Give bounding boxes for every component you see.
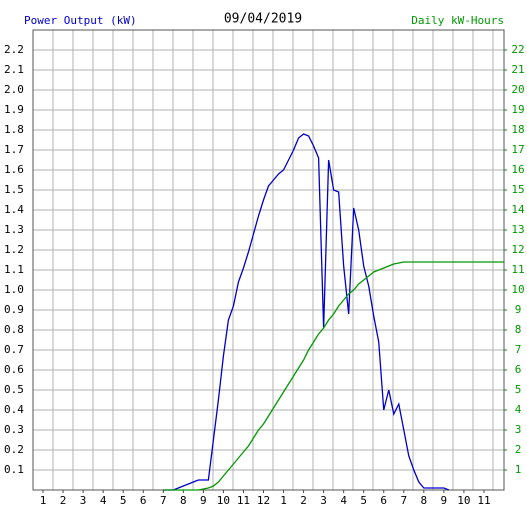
y-tick-label: 0.5: [4, 383, 24, 396]
y-tick-label: 1.9: [4, 103, 24, 116]
x-tick-label: 4: [100, 494, 107, 507]
y-tick-label: 1.6: [4, 163, 24, 176]
y-tick-label: 1.2: [4, 243, 24, 256]
y-tick-label: 0.7: [4, 343, 24, 356]
y-tick-label: 0.6: [4, 363, 24, 376]
y2-tick-label: 1: [515, 463, 522, 476]
x-tick-label: 1: [280, 494, 287, 507]
x-tick-label: 10: [457, 494, 470, 507]
y2-tick-label: 14: [511, 203, 525, 216]
y2-tick-label: 16: [511, 163, 524, 176]
y2-tick-label: 9: [515, 303, 522, 316]
x-tick-label: 9: [200, 494, 207, 507]
y-tick-label: 0.1: [4, 463, 24, 476]
y2-tick-label: 13: [511, 223, 524, 236]
x-tick-label: 12: [257, 494, 270, 507]
y-tick-label: 1.5: [4, 183, 24, 196]
data-line: [163, 133, 450, 491]
y2-tick-label: 8: [515, 323, 522, 336]
y2-tick-label: 11: [511, 263, 524, 276]
y2-tick-label: 22: [511, 43, 524, 56]
x-tick-label: 11: [477, 494, 490, 507]
data-line: [163, 261, 504, 491]
y-tick-label: 0.3: [4, 423, 24, 436]
x-tick-label: 5: [360, 494, 367, 507]
x-tick-label: 10: [217, 494, 230, 507]
y-tick-label: 0.9: [4, 303, 24, 316]
x-tick-label: 6: [380, 494, 387, 507]
y-tick-label: 2.1: [4, 63, 24, 76]
y2-tick-label: 21: [511, 63, 524, 76]
x-tick-label: 11: [237, 494, 250, 507]
y2-tick-label: 7: [515, 343, 522, 356]
x-tick-label: 2: [60, 494, 67, 507]
x-tick-label: 9: [441, 494, 448, 507]
y2-tick-label: 4: [515, 403, 522, 416]
y2-tick-label: 3: [515, 423, 522, 436]
x-tick-label: 7: [160, 494, 167, 507]
y-tick-label: 1.4: [4, 203, 24, 216]
y-tick-label: 1.8: [4, 123, 24, 136]
y2-tick-label: 15: [511, 183, 524, 196]
y-tick-label: 2.2: [4, 43, 24, 56]
y2-tick-label: 17: [511, 143, 524, 156]
y2-tick-label: 20: [511, 83, 524, 96]
chart-title: 09/04/2019: [224, 12, 302, 27]
y2-tick-label: 5: [515, 383, 522, 396]
y2-axis-label: Daily kW-Hours: [411, 14, 504, 27]
y-tick-label: 1.7: [4, 143, 24, 156]
x-tick-label: 8: [180, 494, 187, 507]
x-tick-label: 3: [80, 494, 87, 507]
y-tick-label: 1.1: [4, 263, 24, 276]
y-axis-label: Power Output (kW): [24, 14, 137, 27]
x-tick-label: 2: [300, 494, 307, 507]
y2-tick-label: 2: [515, 443, 522, 456]
y-tick-label: 1.0: [4, 283, 24, 296]
x-tick-label: 6: [140, 494, 147, 507]
y2-tick-label: 6: [515, 363, 522, 376]
y-tick-label: 0.4: [4, 403, 24, 416]
y-tick-label: 2.0: [4, 83, 24, 96]
y-tick-label: 1.3: [4, 223, 24, 236]
x-tick-label: 7: [400, 494, 407, 507]
y2-tick-label: 19: [511, 103, 524, 116]
y2-tick-label: 10: [511, 283, 524, 296]
x-tick-label: 4: [340, 494, 347, 507]
y2-tick-label: 18: [511, 123, 524, 136]
plot-frame: [32, 29, 505, 491]
x-tick-label: 8: [421, 494, 428, 507]
x-tick-label: 5: [120, 494, 127, 507]
x-tick-label: 3: [320, 494, 327, 507]
y-tick-label: 0.2: [4, 443, 24, 456]
x-tick-label: 1: [40, 494, 47, 507]
y2-tick-label: 12: [511, 243, 524, 256]
y-tick-label: 0.8: [4, 323, 24, 336]
